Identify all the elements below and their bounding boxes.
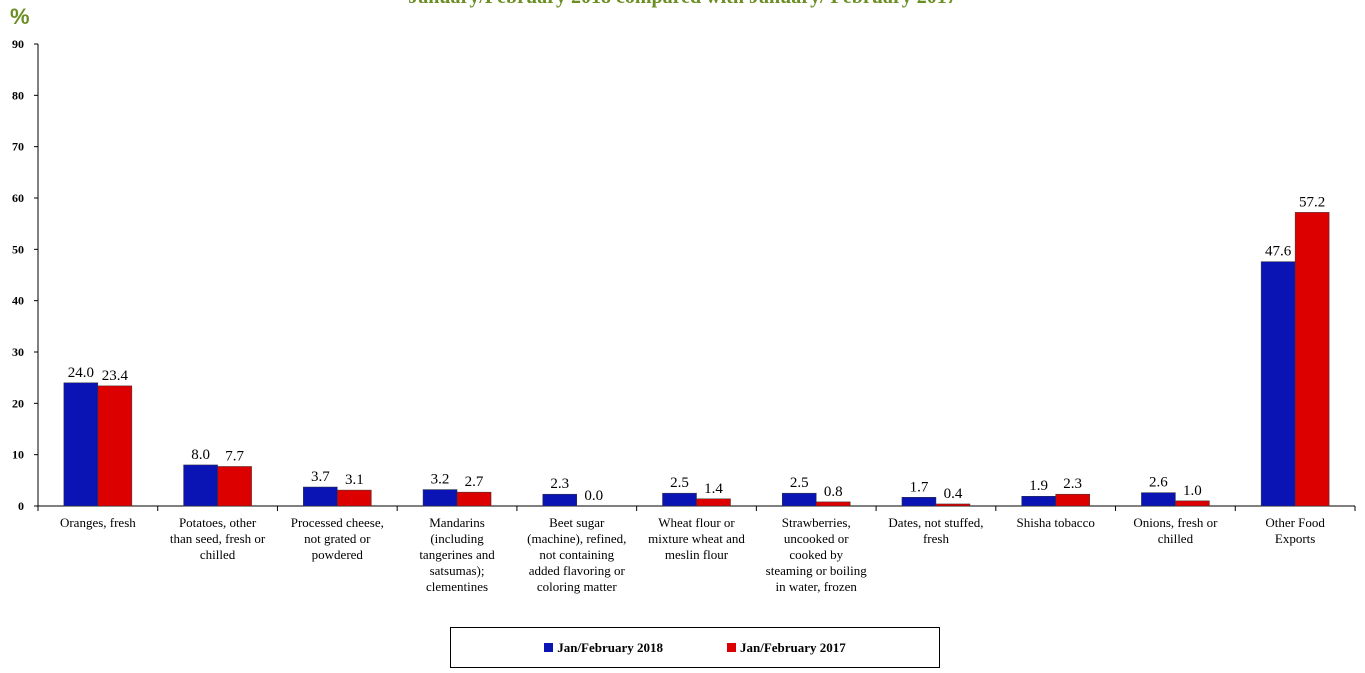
bar-2017: [696, 498, 731, 507]
data-label-2017: 3.1: [345, 472, 364, 488]
y-tick-label: 90: [12, 37, 24, 51]
data-label-2018: 8.0: [191, 447, 210, 463]
x-category-label: Other Food Exports: [1265, 515, 1325, 546]
data-label-2018: 47.6: [1265, 244, 1292, 260]
y-tick-label: 70: [12, 140, 24, 154]
bar-2017: [97, 385, 133, 507]
data-label-2017: 1.0: [1183, 483, 1202, 499]
chart-title: January/February 2018 compared with Janu…: [0, 0, 1365, 9]
x-category-label: Wheat flour or mixture wheat and meslin fl…: [648, 515, 745, 562]
legend-swatch-2017: [727, 643, 736, 652]
bar-2018: [901, 497, 937, 507]
data-label-2018: 2.6: [1149, 475, 1168, 491]
data-label-2017: 1.4: [704, 481, 723, 497]
x-category-label: Mandarins (including tangerines and satsuma…: [419, 515, 495, 594]
data-label-2017: 0.8: [824, 484, 843, 500]
bar-2018: [63, 382, 99, 507]
legend-swatch-2018: [544, 643, 554, 652]
data-label-2018: 2.5: [790, 475, 809, 491]
x-category-label: Strawberries, uncooked or cooked by steamin…: [766, 515, 868, 594]
data-label-2018: 3.7: [311, 469, 330, 485]
bar-2018: [1260, 261, 1296, 507]
data-label-2018: 1.7: [910, 479, 929, 495]
x-category-label: Processed cheese, not grated or powdered: [291, 515, 384, 562]
data-label-2017: 2.3: [1063, 476, 1082, 492]
bar-2017: [1055, 493, 1090, 507]
y-tick-label: 20: [12, 396, 24, 410]
chart-legend: Jan/February 2018 Jan/February 2017: [450, 627, 940, 668]
data-label-2018: 3.2: [431, 472, 450, 488]
bar-2018: [422, 489, 458, 507]
x-category-label: Shisha tobacco: [1017, 515, 1095, 530]
data-label-2017: 0.0: [584, 488, 603, 504]
bar-2017: [217, 466, 252, 507]
data-label-2018: 24.0: [68, 365, 94, 381]
data-label-2017: 0.4: [944, 486, 963, 502]
bar-2017: [456, 491, 492, 507]
legend-item-2018: Jan/February 2018: [544, 640, 663, 656]
y-tick-label: 80: [12, 88, 24, 102]
x-category-label: Oranges, fresh: [60, 515, 136, 530]
x-category-label: Dates, not stuffed, fresh: [888, 515, 983, 546]
x-category-label: Onions, fresh or chilled: [1133, 515, 1218, 546]
bar-2018: [1021, 495, 1056, 507]
data-label-2017: 57.2: [1299, 194, 1325, 210]
data-label-2017: 23.4: [102, 368, 129, 384]
bar-2017: [935, 503, 971, 507]
bar-chart: 0 10 20 30 40 50 60 70 80 90 Oranges, fresh Potatoe…: [12, 37, 1356, 594]
y-tick-label: 30: [12, 345, 24, 359]
x-category-label: Beet sugar (machine), refined, not contain…: [527, 515, 626, 594]
bar-2018: [542, 493, 578, 507]
legend-item-2017: Jan/February 2017: [727, 640, 846, 656]
bar-2018: [781, 492, 817, 507]
data-label-2018: 2.5: [670, 475, 689, 491]
x-category-label: Potatoes, other than seed, fresh or chille…: [170, 515, 266, 562]
y-tick-label: 40: [12, 294, 24, 308]
bar-2018: [1141, 492, 1176, 507]
y-tick-label: 10: [12, 448, 24, 462]
y-tick-label: 60: [12, 191, 24, 205]
legend-label-2017: Jan/February 2017: [740, 639, 846, 655]
bar-2018: [303, 486, 338, 507]
y-axis-unit-label: %: [10, 4, 30, 29]
bar-2017: [1175, 500, 1210, 507]
data-label-2017: 7.7: [225, 448, 244, 464]
data-label-2018: 2.3: [550, 476, 569, 492]
bar-2017: [337, 489, 372, 507]
data-label-2017: 2.7: [465, 474, 484, 490]
bar-2017: [1294, 212, 1330, 507]
data-label-2018: 1.9: [1029, 478, 1048, 494]
bar-2018: [662, 492, 697, 507]
legend-label-2018: Jan/February 2018: [557, 639, 663, 655]
bar-2018: [183, 464, 218, 507]
bar-2017: [815, 501, 851, 507]
y-tick-label: 0: [18, 499, 24, 513]
y-tick-label: 50: [12, 242, 24, 256]
